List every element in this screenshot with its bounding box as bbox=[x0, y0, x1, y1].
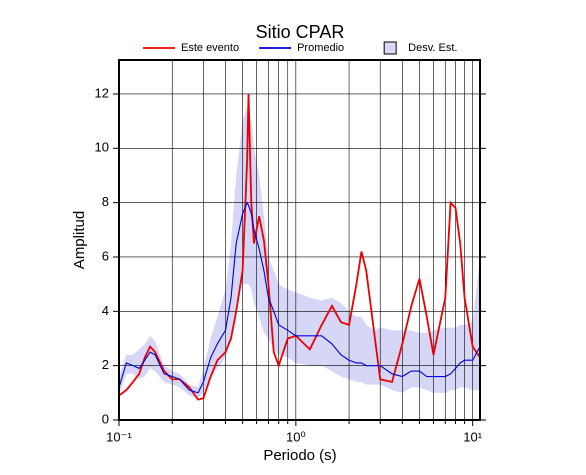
y-tick-label: 12 bbox=[95, 85, 109, 100]
x-tick-label: 10⁻¹ bbox=[106, 429, 132, 444]
y-tick-label: 10 bbox=[95, 140, 109, 155]
x-tick-label: 10⁰ bbox=[286, 429, 306, 444]
series-line bbox=[118, 93, 481, 401]
legend-label: Promedio bbox=[297, 42, 344, 54]
plot-frame bbox=[118, 59, 481, 421]
y-axis-label: Amplitud bbox=[71, 211, 88, 269]
y-tick-label: 2 bbox=[102, 357, 109, 372]
series-line bbox=[118, 201, 481, 394]
std-band bbox=[119, 107, 480, 399]
x-axis-label: Periodo (s) bbox=[263, 447, 336, 464]
x-tick-label: 10¹ bbox=[463, 429, 482, 444]
y-tick-label: 4 bbox=[102, 303, 109, 318]
y-tick-label: 6 bbox=[102, 248, 109, 263]
y-tick-label: 8 bbox=[102, 194, 109, 209]
chart-title: Sitio CPAR bbox=[256, 22, 345, 42]
legend-swatch bbox=[383, 41, 397, 55]
y-tick-label: 0 bbox=[102, 411, 109, 426]
legend-label: Desv. Est. bbox=[408, 42, 457, 54]
legend-label: Este evento bbox=[181, 42, 239, 54]
